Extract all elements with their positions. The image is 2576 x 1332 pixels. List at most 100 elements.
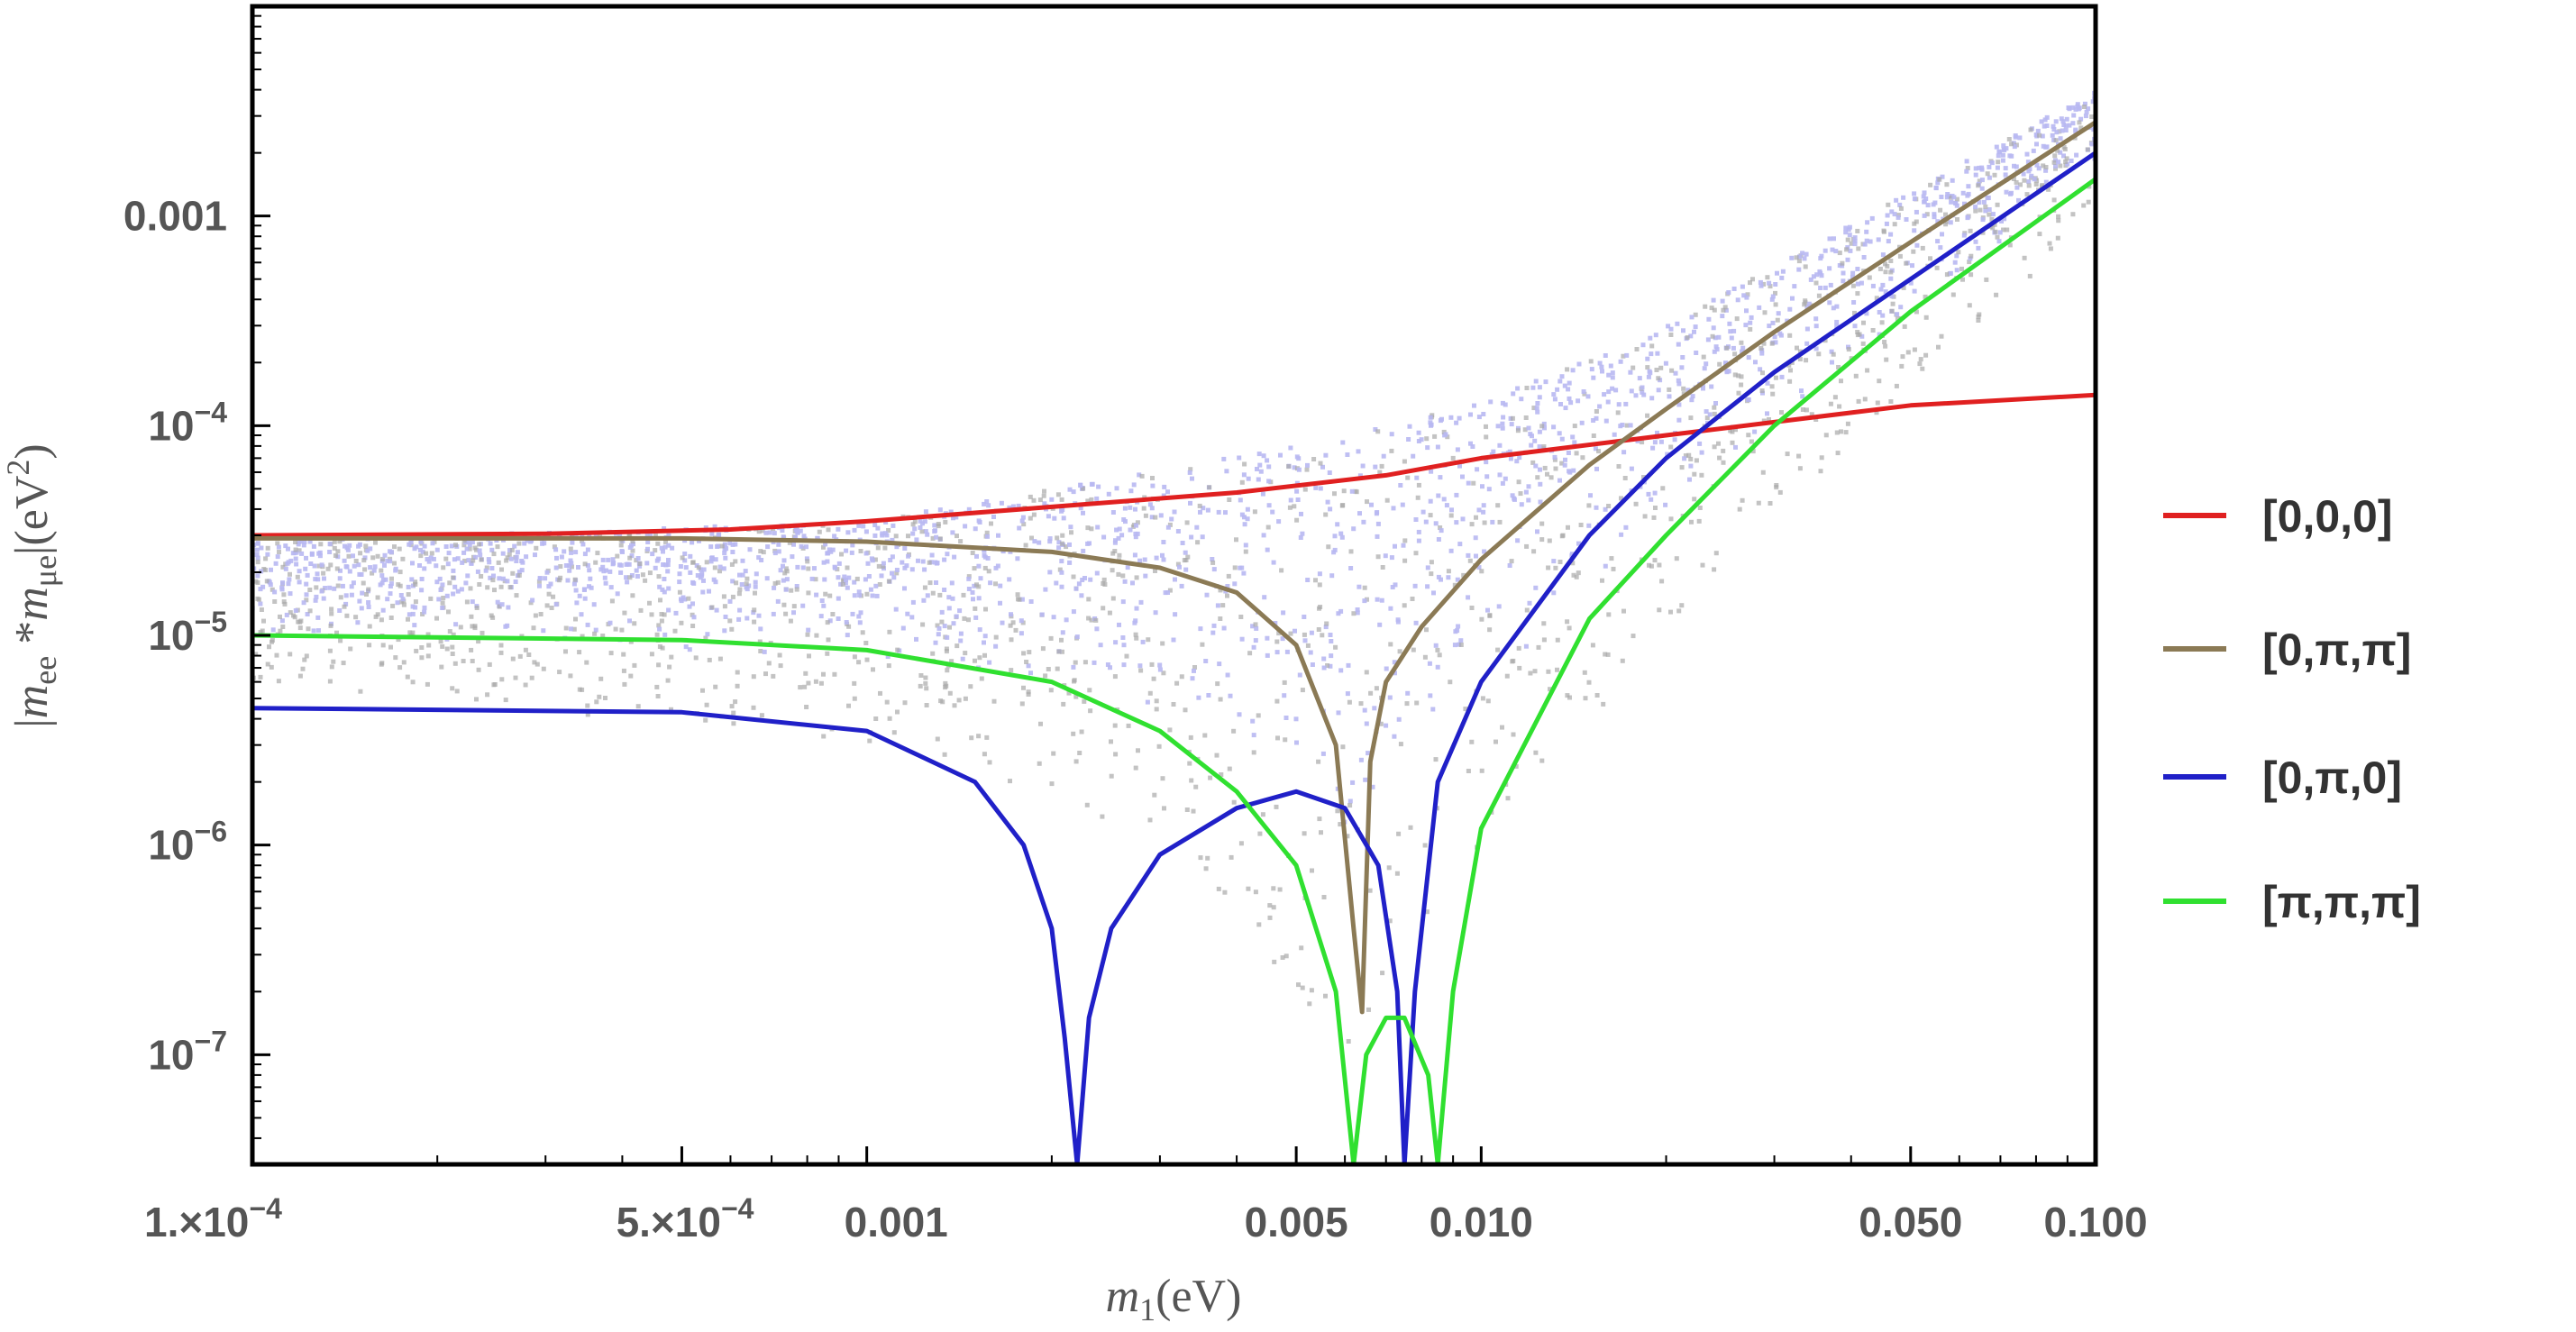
scatter-point xyxy=(1570,368,1576,373)
x-tick-label: 0.050 xyxy=(1859,1199,1962,1245)
scatter-point xyxy=(1881,229,1886,234)
scatter-point xyxy=(1533,463,1539,469)
scatter-point xyxy=(1458,643,1464,647)
scatter-point xyxy=(886,579,891,584)
scatter-point xyxy=(1877,266,1883,271)
scatter-point xyxy=(413,581,418,587)
scatter-point xyxy=(948,509,954,515)
scatter-point xyxy=(1262,595,1267,600)
scatter-point xyxy=(1965,214,1970,220)
scatter-point xyxy=(1336,611,1341,616)
scatter-point xyxy=(562,549,567,554)
scatter-point xyxy=(379,568,384,573)
scatter-point xyxy=(757,639,763,644)
scatter-point xyxy=(722,628,727,634)
scatter-point xyxy=(1429,560,1434,565)
scatter-point xyxy=(985,556,991,561)
scatter-point xyxy=(1954,268,1959,273)
scatter-point xyxy=(954,614,959,619)
scatter-point xyxy=(397,546,402,552)
scatter-point xyxy=(568,673,573,679)
scatter-point xyxy=(1813,346,1819,351)
scatter-point xyxy=(1905,350,1911,355)
scatter-point xyxy=(826,527,831,533)
scatter-point xyxy=(1696,518,1702,524)
scatter-point xyxy=(657,584,662,589)
scatter-point xyxy=(949,580,955,586)
scatter-point xyxy=(1121,643,1127,648)
scatter-point xyxy=(1040,646,1046,652)
scatter-point xyxy=(1157,662,1163,668)
scatter-point xyxy=(1121,662,1127,668)
scatter-point xyxy=(1666,324,1671,329)
scatter-point xyxy=(279,618,285,624)
scatter-point xyxy=(1237,455,1242,461)
scatter-point xyxy=(1851,300,1857,305)
scatter-point xyxy=(733,559,738,564)
scatter-point xyxy=(477,582,482,587)
scatter-point xyxy=(1523,643,1529,649)
scatter-point xyxy=(1713,335,1718,341)
scatter-point xyxy=(1362,707,1367,713)
scatter-point xyxy=(1009,637,1014,643)
scatter-point xyxy=(1832,236,1836,242)
scatter-point xyxy=(1567,625,1572,631)
scatter-point xyxy=(1302,632,1307,637)
scatter-point xyxy=(1693,312,1698,317)
scatter-point xyxy=(1457,542,1463,547)
scatter-point xyxy=(1358,757,1364,762)
scatter-point xyxy=(1647,562,1651,568)
scatter-point xyxy=(906,534,910,539)
scatter-point xyxy=(873,583,879,588)
scatter-point xyxy=(1436,493,1441,498)
scatter-point xyxy=(2053,138,2059,143)
scatter-point xyxy=(1973,205,1978,210)
scatter-point xyxy=(1108,665,1112,671)
scatter-point xyxy=(510,570,516,576)
scatter-point xyxy=(1093,617,1099,623)
scatter-point xyxy=(1081,548,1086,553)
scatter-point xyxy=(1482,549,1487,554)
scatter-point xyxy=(1796,453,1802,459)
scatter-point xyxy=(1977,312,1982,317)
scatter-point xyxy=(845,633,850,638)
scatter-point xyxy=(1566,451,1571,455)
scatter-point xyxy=(1773,340,1778,345)
scatter-point xyxy=(1067,542,1072,547)
scatter-point xyxy=(1619,532,1624,537)
scatter-point xyxy=(388,550,394,555)
scatter-point xyxy=(452,661,458,666)
scatter-point xyxy=(806,627,811,633)
scatter-point xyxy=(754,571,759,577)
scatter-point xyxy=(1416,430,1421,435)
scatter-point xyxy=(986,569,991,574)
scatter-point xyxy=(281,592,287,598)
scatter-point xyxy=(2086,199,2091,205)
scatter-point xyxy=(1572,440,1577,445)
scatter-point xyxy=(1649,343,1655,349)
scatter-point xyxy=(425,653,431,659)
scatter-point xyxy=(1466,769,1471,773)
scatter-point xyxy=(688,553,693,559)
legend-label: [0,0,0] xyxy=(2262,491,2393,542)
scatter-point xyxy=(2043,168,2049,173)
scatter-point xyxy=(1171,702,1176,707)
scatter-point xyxy=(1338,668,1344,673)
scatter-point xyxy=(1484,434,1489,440)
scatter-point xyxy=(1500,400,1505,406)
scatter-point xyxy=(1302,487,1308,492)
scatter-point xyxy=(510,656,516,661)
scatter-point xyxy=(1818,469,1823,474)
scatter-point xyxy=(1320,751,1326,756)
scatter-point xyxy=(1633,393,1639,398)
scatter-point xyxy=(648,533,653,538)
scatter-point xyxy=(1542,465,1548,470)
scatter-point xyxy=(776,549,781,554)
scatter-point xyxy=(1375,429,1381,434)
scatter-point xyxy=(656,623,662,628)
scatter-point xyxy=(492,682,498,687)
scatter-point xyxy=(1367,888,1373,893)
scatter-point xyxy=(1637,376,1642,381)
scatter-point xyxy=(1194,525,1200,530)
scatter-point xyxy=(945,552,950,557)
